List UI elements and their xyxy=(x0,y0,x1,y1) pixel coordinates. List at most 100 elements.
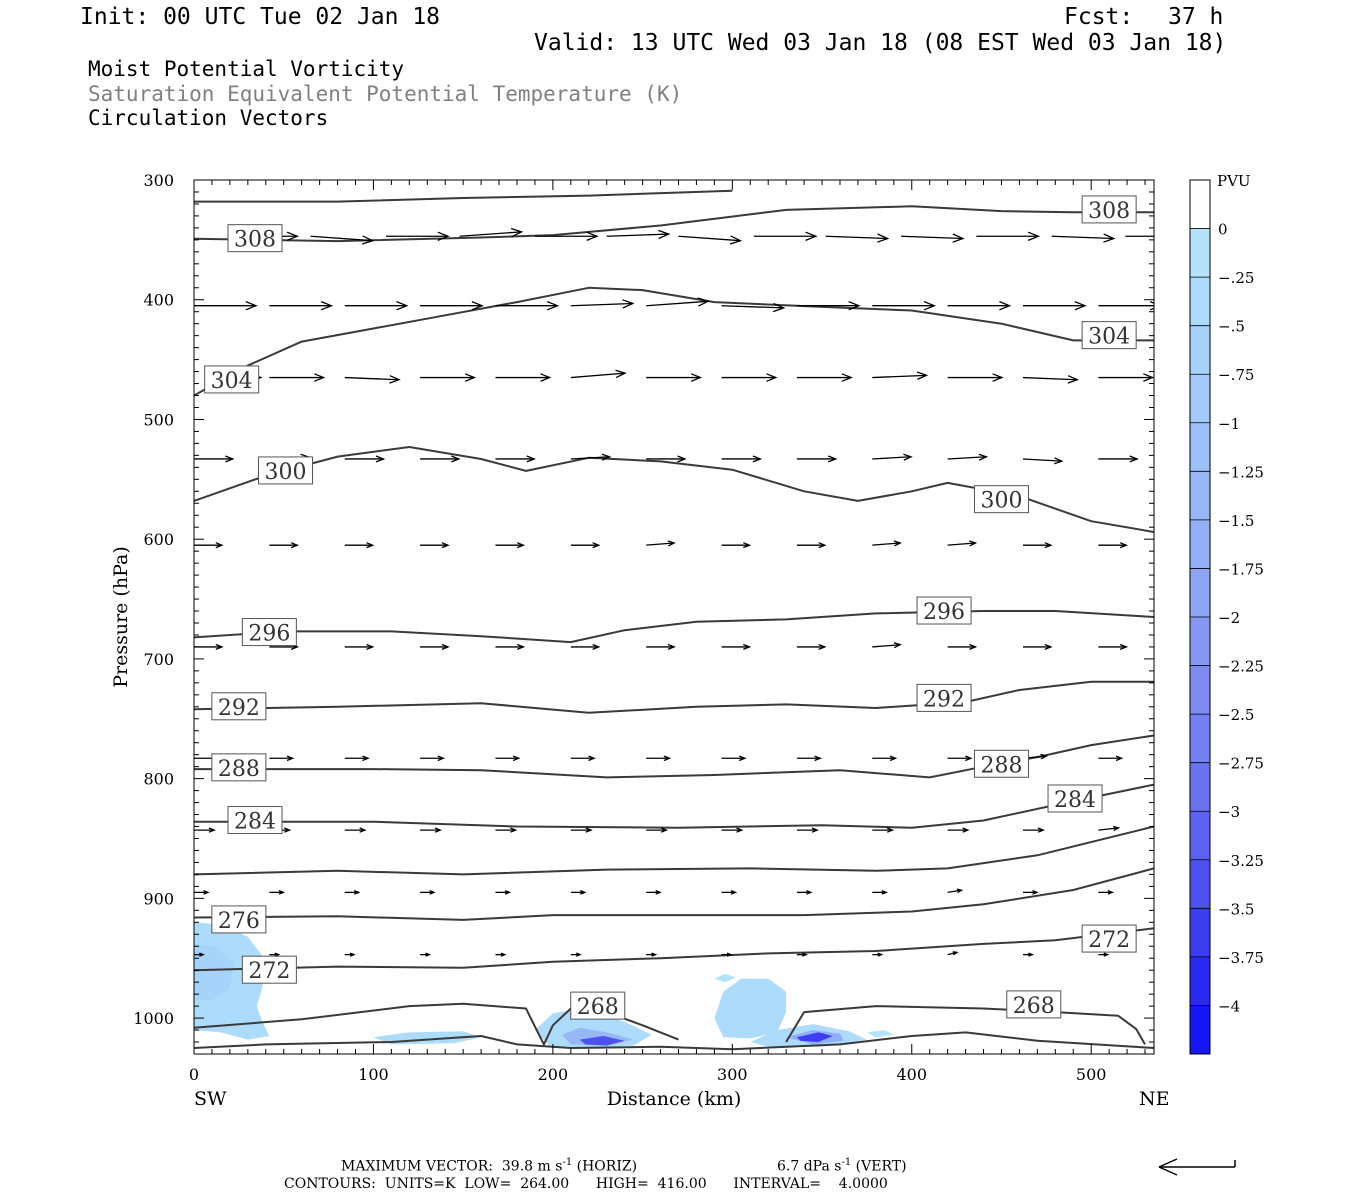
circulation-vector xyxy=(194,889,210,895)
vector-head xyxy=(736,827,744,833)
contour-label-text: 300 xyxy=(265,460,307,485)
contour-label-box xyxy=(570,991,626,1020)
y-tick-label: 500 xyxy=(143,410,174,429)
vector-head xyxy=(451,455,461,463)
vector-head xyxy=(434,827,442,833)
field-title-mpv: Moist Potential Vorticity xyxy=(88,57,405,81)
contour-label-text: 272 xyxy=(1088,928,1130,953)
vector-head xyxy=(592,542,601,549)
vector-head xyxy=(893,540,902,547)
circulation-vector xyxy=(753,231,818,242)
pv-region xyxy=(866,1030,894,1038)
circulation-vector xyxy=(310,235,375,245)
circulation-vector xyxy=(796,889,813,895)
ne-label: NE xyxy=(1139,1088,1170,1110)
vector-head xyxy=(362,235,375,245)
vector-head xyxy=(811,827,819,833)
circulation-vector xyxy=(796,827,819,833)
vector-head xyxy=(730,889,738,895)
colorbar-title: PVU xyxy=(1217,172,1251,190)
vector-shaft xyxy=(310,235,373,242)
circulation-vector xyxy=(344,889,361,895)
vector-head xyxy=(353,889,361,895)
vector-head xyxy=(286,231,300,242)
vector-head xyxy=(359,827,367,833)
colorbar-swatch xyxy=(1190,1005,1210,1054)
circulation-vector xyxy=(646,373,703,382)
contour-label: 268 xyxy=(1006,990,1062,1019)
circulation-vector xyxy=(194,952,206,957)
colorbar-swatch xyxy=(1190,568,1210,617)
vector-head xyxy=(516,542,526,549)
contour-line-312 xyxy=(194,189,733,203)
circulation-vector xyxy=(872,642,902,649)
colorbar-label: −2 xyxy=(1218,609,1240,627)
vector-head xyxy=(1129,455,1139,463)
vector-head xyxy=(575,952,582,957)
contour-label-text: 308 xyxy=(234,228,276,253)
colorbar-swatch xyxy=(1190,180,1210,229)
vector-head xyxy=(389,375,401,384)
circulation-vector xyxy=(1098,542,1129,549)
colorbar-swatch xyxy=(1190,471,1210,520)
circulation-vector xyxy=(570,827,593,833)
pv-region xyxy=(796,1032,833,1042)
circulation-vector xyxy=(872,540,902,547)
contour-line-280 xyxy=(194,825,1154,876)
circulation-vector xyxy=(646,643,676,651)
vector-head xyxy=(1053,457,1064,465)
circulation-vector xyxy=(947,951,959,956)
colorbar-label: −1 xyxy=(1218,415,1240,433)
circulation-vector xyxy=(495,373,552,382)
circulation-vector xyxy=(269,373,326,382)
max-vector-line: MAXIMUM VECTOR: 39.8 m s-1 (HORIZ) xyxy=(341,1157,637,1175)
vector-shaft xyxy=(872,542,901,546)
vector-head xyxy=(471,300,484,311)
circulation-vector xyxy=(194,542,224,549)
colorbar-label: −3 xyxy=(1218,803,1240,821)
vector-head xyxy=(1119,643,1129,651)
circulation-vector xyxy=(1023,542,1053,549)
colorbar-label: 0 xyxy=(1218,221,1228,239)
colorbar-label: −3.25 xyxy=(1218,852,1264,870)
vector-shaft xyxy=(947,456,987,460)
circulation-vector xyxy=(495,827,518,833)
circulation-vector xyxy=(1023,952,1035,957)
vector-head xyxy=(396,300,409,311)
contour-label-box xyxy=(211,692,267,721)
vector-head xyxy=(203,889,210,895)
contour-line-284 xyxy=(194,783,1154,829)
vector-shaft xyxy=(344,376,400,381)
vector-head xyxy=(1143,373,1154,382)
contour-label-box xyxy=(241,955,297,984)
circulation-vector xyxy=(495,300,560,311)
vector-shaft xyxy=(646,542,675,546)
colorbar-label: −3.5 xyxy=(1218,900,1254,918)
vector-shaft xyxy=(900,235,964,240)
y-tick-label: 1000 xyxy=(133,1009,174,1028)
circulation-vectors xyxy=(194,227,1154,957)
circulation-vector xyxy=(495,455,536,463)
contour-label-box xyxy=(1081,924,1137,953)
vector-head xyxy=(660,827,669,833)
theta-es-contours xyxy=(194,189,1154,1051)
vector-head xyxy=(274,952,281,957)
colorbar-swatch xyxy=(1190,228,1210,278)
vector-head xyxy=(320,300,334,311)
init-time: Init: 00 UTC Tue 02 Jan 18 xyxy=(80,4,441,30)
circulation-vector xyxy=(947,755,973,762)
vector-head xyxy=(516,643,526,651)
circulation-vector xyxy=(796,755,822,762)
circulation-vector xyxy=(947,643,978,651)
vector-head xyxy=(956,888,964,894)
y-tick-label: 600 xyxy=(143,530,174,549)
contour-label-box xyxy=(1047,784,1103,813)
circulation-vector xyxy=(420,755,446,762)
vector-head xyxy=(772,302,786,313)
vector-head xyxy=(1115,755,1124,762)
vector-head xyxy=(969,643,978,651)
circulation-vector xyxy=(900,233,965,243)
contour-label-box xyxy=(211,905,267,934)
vector-head xyxy=(366,643,375,651)
contour-label-box xyxy=(241,618,297,647)
